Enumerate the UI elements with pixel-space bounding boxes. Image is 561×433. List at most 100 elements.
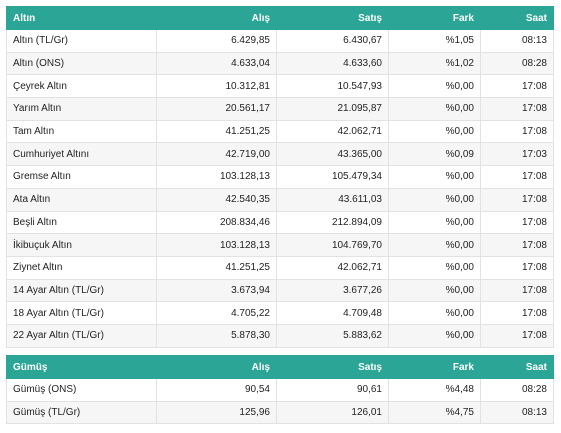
gold-cell-buy: 41.251,25	[156, 119, 277, 144]
gold-cell-buy: 5.878,30	[156, 323, 277, 348]
table-row[interactable]: Beşli Altın 208.834,46 212.894,09 %0,00 17:0…	[6, 210, 554, 235]
gold-cell-name: Beşli Altın	[6, 210, 157, 235]
gold-header-buy[interactable]: Alış	[156, 6, 277, 30]
gold-cell-time: 17:08	[480, 97, 554, 121]
gold-cell-time: 17:08	[480, 301, 554, 325]
table-row[interactable]: Altın (ONS) 4.633,04 4.633,60 %1,02 08:28	[6, 51, 554, 76]
gold-cell-diff: %0,00	[388, 119, 481, 144]
silver-cell-buy: 125,96	[156, 400, 277, 424]
gold-cell-sell: 10.547,93	[276, 74, 389, 99]
silver-header-sell[interactable]: Satış	[276, 355, 389, 379]
gold-header-row: Altın Alış Satış Fark Saat	[6, 6, 554, 30]
gold-cell-sell: 4.709,48	[276, 301, 389, 325]
gold-cell-sell: 5.883,62	[276, 323, 389, 348]
gold-cell-time: 17:08	[480, 187, 554, 212]
silver-cell-sell: 126,01	[276, 400, 389, 424]
gold-cell-diff: %0,00	[388, 301, 481, 325]
gold-cell-buy: 42.719,00	[156, 142, 277, 167]
table-row[interactable]: Ata Altın 42.540,35 43.611,03 %0,00 17:08	[6, 187, 554, 212]
table-row[interactable]: 22 Ayar Altın (TL/Gr) 5.878,30 5.883,62 %0,…	[6, 323, 554, 348]
table-row[interactable]: Çeyrek Altın 10.312,81 10.547,93 %0,00 17:08	[6, 74, 554, 99]
gold-cell-buy: 4.633,04	[156, 51, 277, 76]
gold-cell-sell: 4.633,60	[276, 51, 389, 76]
silver-header-time[interactable]: Saat	[480, 355, 554, 379]
gold-cell-time: 17:08	[480, 119, 554, 144]
silver-cell-sell: 90,61	[276, 378, 389, 402]
gold-cell-diff: %0,09	[388, 142, 481, 167]
gold-cell-sell: 105.479,34	[276, 165, 389, 189]
gold-header-sell[interactable]: Satış	[276, 6, 389, 30]
gold-cell-diff: %0,00	[388, 278, 481, 303]
gold-cell-sell: 42.062,71	[276, 255, 389, 280]
gold-cell-sell: 212.894,09	[276, 210, 389, 235]
gold-cell-time: 17:08	[480, 165, 554, 189]
gold-cell-name: 14 Ayar Altın (TL/Gr)	[6, 278, 157, 303]
table-row[interactable]: Yarım Altın 20.561,17 21.095,87 %0,00 17:08	[6, 97, 554, 121]
gold-price-table: Altın Alış Satış Fark Saat Altın (TL/Gr)…	[6, 6, 554, 348]
silver-cell-name: Gümüş (ONS)	[6, 378, 157, 402]
table-row[interactable]: Gümüş (ONS) 90,54 90,61 %4,48 08:28	[6, 378, 554, 402]
gold-cell-name: İkibuçuk Altın	[6, 233, 157, 257]
gold-cell-diff: %0,00	[388, 165, 481, 189]
gold-cell-name: Gremse Altın	[6, 165, 157, 189]
silver-header-diff[interactable]: Fark	[388, 355, 481, 379]
gold-cell-name: Altın (TL/Gr)	[6, 29, 157, 53]
table-row[interactable]: Cumhuriyet Altını 42.719,00 43.365,00 %0,09…	[6, 142, 554, 167]
gold-cell-name: 22 Ayar Altın (TL/Gr)	[6, 323, 157, 348]
table-row[interactable]: Altın (TL/Gr) 6.429,85 6.430,67 %1,05 08:13	[6, 29, 554, 53]
table-row[interactable]: İkibuçuk Altın 103.128,13 104.769,70 %0,00 1…	[6, 233, 554, 257]
table-row[interactable]: Gümüş (TL/Gr) 125,96 126,01 %4,75 08:13	[6, 400, 554, 424]
gold-cell-sell: 6.430,67	[276, 29, 389, 53]
gold-cell-sell: 21.095,87	[276, 97, 389, 121]
gold-cell-diff: %0,00	[388, 97, 481, 121]
gold-cell-sell: 43.611,03	[276, 187, 389, 212]
gold-header-diff[interactable]: Fark	[388, 6, 481, 30]
gold-cell-buy: 20.561,17	[156, 97, 277, 121]
gold-cell-diff: %0,00	[388, 210, 481, 235]
gold-cell-time: 17:08	[480, 210, 554, 235]
gold-cell-name: Yarım Altın	[6, 97, 157, 121]
gold-cell-name: Ata Altın	[6, 187, 157, 212]
gold-cell-sell: 43.365,00	[276, 142, 389, 167]
gold-cell-buy: 42.540,35	[156, 187, 277, 212]
table-row[interactable]: 18 Ayar Altın (TL/Gr) 4.705,22 4.709,48 %0,…	[6, 301, 554, 325]
silver-cell-name: Gümüş (TL/Gr)	[6, 400, 157, 424]
gold-cell-time: 08:28	[480, 51, 554, 76]
gold-cell-diff: %0,00	[388, 255, 481, 280]
silver-header-name[interactable]: Gümüş	[6, 355, 157, 379]
gold-cell-time: 17:08	[480, 255, 554, 280]
gold-cell-buy: 4.705,22	[156, 301, 277, 325]
gold-cell-time: 17:03	[480, 142, 554, 167]
gold-header-name[interactable]: Altın	[6, 6, 157, 30]
table-row[interactable]: Tam Altın 41.251,25 42.062,71 %0,00 17:08	[6, 119, 554, 144]
table-row[interactable]: Gremse Altın 103.128,13 105.479,34 %0,00 17:…	[6, 165, 554, 189]
gold-cell-diff: %1,02	[388, 51, 481, 76]
silver-header-row: Gümüş Alış Satış Fark Saat	[6, 355, 554, 379]
gold-cell-name: Tam Altın	[6, 119, 157, 144]
gold-cell-buy: 103.128,13	[156, 165, 277, 189]
gold-cell-diff: %0,00	[388, 74, 481, 99]
gold-cell-buy: 3.673,94	[156, 278, 277, 303]
gold-cell-diff: %1,05	[388, 29, 481, 53]
table-row[interactable]: Ziynet Altın 41.251,25 42.062,71 %0,00 17:08	[6, 255, 554, 280]
gold-cell-diff: %0,00	[388, 187, 481, 212]
gold-cell-sell: 104.769,70	[276, 233, 389, 257]
gold-cell-time: 17:08	[480, 323, 554, 348]
gold-cell-buy: 10.312,81	[156, 74, 277, 99]
silver-cell-time: 08:13	[480, 400, 554, 424]
gold-cell-buy: 6.429,85	[156, 29, 277, 53]
gold-header-time[interactable]: Saat	[480, 6, 554, 30]
silver-price-table: Gümüş Alış Satış Fark Saat Gümüş (ONS) 90…	[6, 355, 554, 424]
silver-cell-diff: %4,75	[388, 400, 481, 424]
silver-header-buy[interactable]: Alış	[156, 355, 277, 379]
gold-cell-name: Cumhuriyet Altını	[6, 142, 157, 167]
gold-cell-time: 17:08	[480, 278, 554, 303]
silver-cell-diff: %4,48	[388, 378, 481, 402]
gold-cell-buy: 103.128,13	[156, 233, 277, 257]
gold-cell-sell: 42.062,71	[276, 119, 389, 144]
gold-cell-name: Çeyrek Altın	[6, 74, 157, 99]
gold-cell-time: 17:08	[480, 233, 554, 257]
table-row[interactable]: 14 Ayar Altın (TL/Gr) 3.673,94 3.677,26 %0,…	[6, 278, 554, 303]
gold-cell-sell: 3.677,26	[276, 278, 389, 303]
gold-cell-name: 18 Ayar Altın (TL/Gr)	[6, 301, 157, 325]
